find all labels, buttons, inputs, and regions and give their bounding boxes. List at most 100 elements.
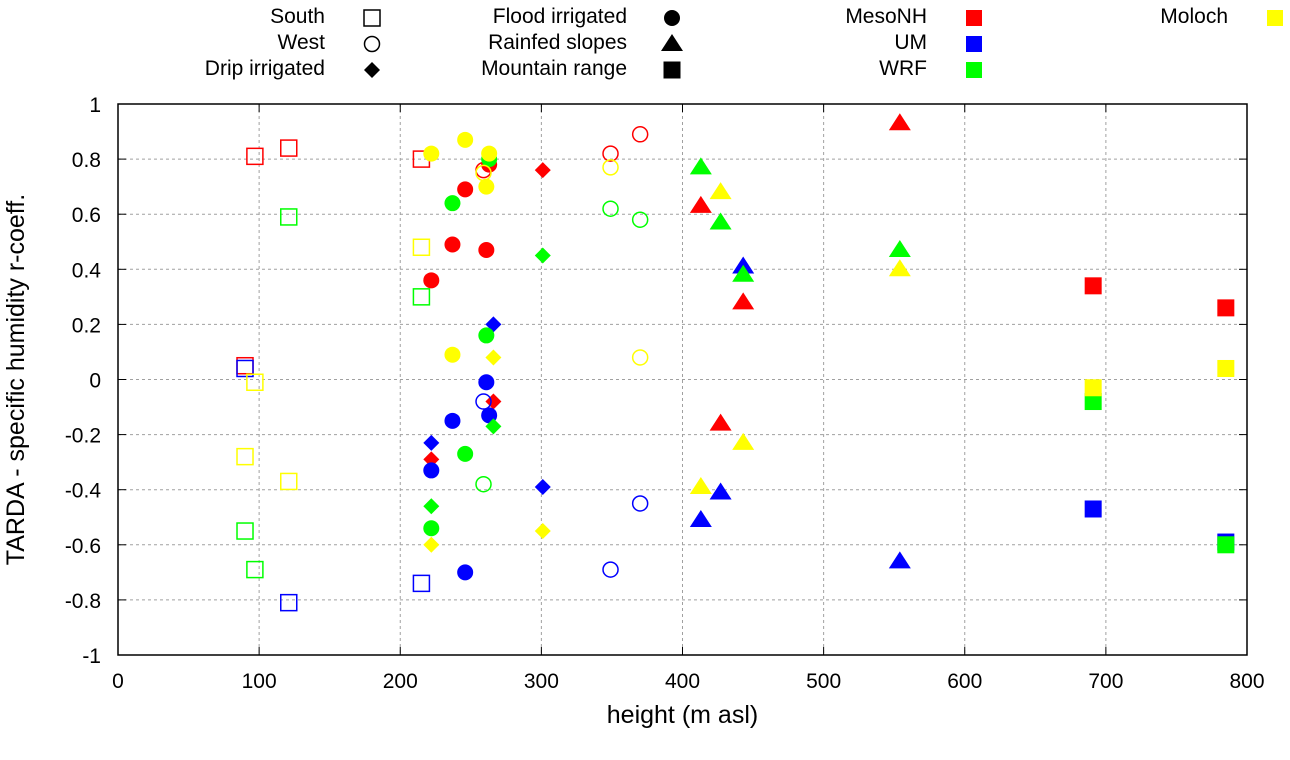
data-point	[246, 147, 264, 166]
data-point	[485, 418, 502, 435]
data-point	[689, 510, 712, 528]
data-point	[423, 272, 440, 289]
y-tick-label: -0.2	[65, 425, 101, 448]
legend-marker-diamond-icon	[364, 62, 380, 78]
data-point	[534, 523, 551, 540]
data-point	[280, 593, 298, 612]
data-point	[280, 208, 298, 226]
data-point	[732, 264, 755, 282]
legend-label: Moloch	[1160, 5, 1228, 28]
y-tick-label: -0.6	[65, 535, 101, 558]
data-point	[412, 288, 431, 306]
data-point	[709, 212, 732, 230]
data-point	[888, 113, 911, 131]
data-point	[457, 131, 474, 148]
data-point	[1084, 379, 1102, 397]
data-point	[444, 412, 461, 429]
legend-label: Drip irrigated	[205, 57, 325, 80]
data-point	[236, 447, 254, 466]
data-point	[732, 292, 755, 310]
data-point	[478, 178, 495, 195]
data-point	[475, 475, 492, 493]
x-tick-label: 500	[806, 670, 841, 693]
data-point	[534, 247, 551, 264]
data-point	[423, 536, 440, 553]
data-point	[709, 482, 732, 500]
data-point	[1217, 299, 1235, 317]
data-point	[423, 434, 440, 451]
x-tick-label: 0	[112, 670, 124, 693]
data-point	[534, 478, 551, 495]
data-point	[444, 195, 461, 212]
y-tick-labels: 1 0.8 0.6 0.4 0.2 0 -0.2 -0.4 -0.6 -0.8 -1	[65, 94, 102, 668]
legend-label: UM	[894, 31, 927, 54]
legend-label: Mountain range	[481, 57, 627, 80]
data-points	[236, 113, 1235, 612]
legend-marker-open-square-icon	[363, 9, 381, 27]
data-point	[1084, 500, 1102, 518]
plot-frame	[117, 103, 1248, 656]
data-point	[602, 561, 619, 578]
legend-label: WRF	[879, 57, 927, 80]
data-point	[1217, 359, 1235, 377]
data-point	[423, 520, 440, 537]
legend-label: MesoNH	[845, 5, 927, 28]
y-tick-label: -0.4	[65, 480, 102, 503]
data-point	[478, 327, 495, 344]
y-tick-label: 0.8	[72, 149, 101, 172]
legend-label: Flood irrigated	[493, 5, 627, 28]
data-point	[602, 145, 619, 162]
data-point	[478, 242, 495, 259]
data-point	[444, 346, 461, 363]
y-tick-label: 0	[89, 370, 101, 393]
data-point	[280, 139, 298, 157]
data-point	[246, 373, 264, 392]
data-point	[475, 393, 492, 410]
data-point	[631, 211, 649, 228]
data-point	[457, 181, 474, 198]
series-moloch	[236, 131, 1235, 553]
data-point	[709, 182, 732, 200]
x-tick-labels: 0 100 200 300 400 500 600 700 800	[112, 670, 1264, 693]
series-mesonh	[236, 113, 1235, 468]
data-point	[888, 240, 911, 258]
legend: South West Drip irrigated Flood irrigated Ra…	[205, 5, 1283, 80]
data-point	[236, 522, 254, 540]
data-point	[423, 145, 440, 162]
legend-swatch-um	[966, 36, 982, 52]
data-point	[689, 476, 712, 494]
data-point	[631, 349, 649, 366]
data-point	[423, 451, 440, 468]
data-point	[246, 560, 264, 579]
y-axis-title: TARDA - specific humidity r-coeff.	[2, 194, 30, 565]
legend-marker-triangle-icon	[661, 34, 683, 51]
x-tick-label: 800	[1229, 670, 1264, 693]
x-axis-title: height (m asl)	[607, 701, 758, 729]
legend-marker-open-circle-icon	[363, 35, 381, 53]
data-point	[457, 445, 474, 462]
data-point	[412, 574, 431, 593]
data-point	[236, 359, 254, 378]
data-point	[423, 498, 440, 515]
legend-swatch-mesonh	[966, 10, 982, 26]
data-point	[534, 162, 551, 179]
data-point	[602, 159, 619, 176]
legend-swatch-wrf	[966, 62, 982, 78]
data-point	[280, 472, 298, 491]
x-tick-label: 200	[383, 670, 418, 693]
data-point	[631, 126, 649, 143]
y-tick-label: -0.8	[65, 590, 101, 613]
data-point	[1084, 277, 1102, 295]
grid-lines	[118, 104, 1247, 655]
data-point	[444, 236, 461, 253]
x-tick-label: 600	[947, 670, 982, 693]
x-tick-label: 400	[665, 670, 700, 693]
x-tick-label: 300	[524, 670, 559, 693]
data-point	[689, 157, 712, 175]
data-point	[602, 200, 619, 217]
data-point	[689, 195, 712, 213]
series-um	[236, 256, 1235, 612]
data-point	[888, 259, 911, 277]
y-tick-label: -1	[82, 645, 101, 668]
